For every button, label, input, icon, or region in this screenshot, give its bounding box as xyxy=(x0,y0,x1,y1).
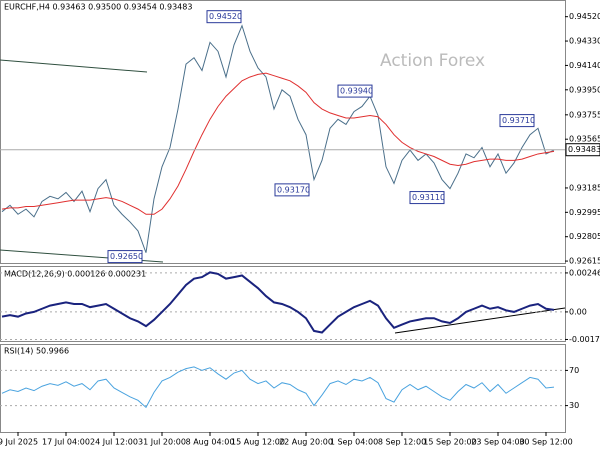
x-tick-label: 9 Jul 2025 xyxy=(0,438,38,447)
price-annotation-box xyxy=(409,191,445,205)
price-annotation-box xyxy=(107,250,143,264)
series-line xyxy=(1,366,555,409)
y-tick-label: 0.93950 xyxy=(569,85,600,94)
price-annotation: 0.92650 xyxy=(110,252,143,261)
x-tick-label: 8 Aug 04:00 xyxy=(186,438,235,447)
current-price-label: 0.93483 xyxy=(568,145,600,154)
y-tick-label: 0.94330 xyxy=(569,37,600,46)
main-panel xyxy=(0,0,566,264)
x-tick-label: 15 Sep 20:00 xyxy=(423,438,476,447)
price-annotation-box xyxy=(337,84,373,98)
y-tick-label: 0.94140 xyxy=(569,61,600,70)
watermark: Action Forex xyxy=(380,51,485,71)
x-tick-label: 22 Aug 20:00 xyxy=(279,438,333,447)
price-annotation-box xyxy=(499,114,535,128)
macd-panel xyxy=(0,266,566,342)
y-tick-label: 0.92615 xyxy=(569,257,600,266)
x-tick-label: 1 Sep 04:00 xyxy=(330,438,378,447)
x-tick-label: 15 Aug 12:00 xyxy=(231,438,285,447)
series-line xyxy=(1,24,555,253)
y-tick-label: 0.92995 xyxy=(569,208,600,217)
y-tick-label: 0.00 xyxy=(569,307,587,316)
price-annotation: 0.93940 xyxy=(340,87,373,96)
price-annotation: 0.94520 xyxy=(209,12,242,21)
chart-title: EURCHF,H4 0.93463 0.93500 0.93454 0.9348… xyxy=(4,3,192,12)
y-tick-label: 30 xyxy=(569,401,579,410)
series-line xyxy=(1,271,555,334)
y-tick-label: 0.93185 xyxy=(569,183,600,192)
x-tick-label: 24 Jul 12:00 xyxy=(90,438,138,447)
y-tick-label: -0.00174 xyxy=(569,335,600,344)
series-line xyxy=(1,72,555,215)
rsi-panel xyxy=(0,344,566,433)
x-tick-label: 17 Jul 04:00 xyxy=(42,438,90,447)
rsi-title: RSI(14) 50.9966 xyxy=(4,347,69,356)
y-tick-label: 0.002463 xyxy=(569,268,600,277)
y-tick-label: 0.94520 xyxy=(569,12,600,21)
macd-title: MACD(12,26,9) 0.000126 0.000231 xyxy=(4,270,146,279)
x-tick-label: 8 Sep 12:00 xyxy=(378,438,426,447)
price-annotation: 0.93110 xyxy=(412,193,445,202)
current-price-box xyxy=(565,143,600,157)
price-annotation: 0.93170 xyxy=(277,185,310,194)
x-tick-label: 23 Sep 04:00 xyxy=(471,438,524,447)
y-tick-label: 0.92805 xyxy=(569,232,600,241)
y-tick-label: 70 xyxy=(569,366,579,375)
price-annotation-box xyxy=(206,10,242,24)
price-annotation: 0.93710 xyxy=(502,116,535,125)
y-tick-label: 0.93755 xyxy=(569,110,600,119)
x-tick-label: 31 Jul 20:00 xyxy=(138,438,186,447)
y-tick-label: 0.93565 xyxy=(569,135,600,144)
channel-line xyxy=(0,59,148,73)
x-tick-label: 30 Sep 12:00 xyxy=(519,438,572,447)
price-annotation-box xyxy=(274,183,310,197)
